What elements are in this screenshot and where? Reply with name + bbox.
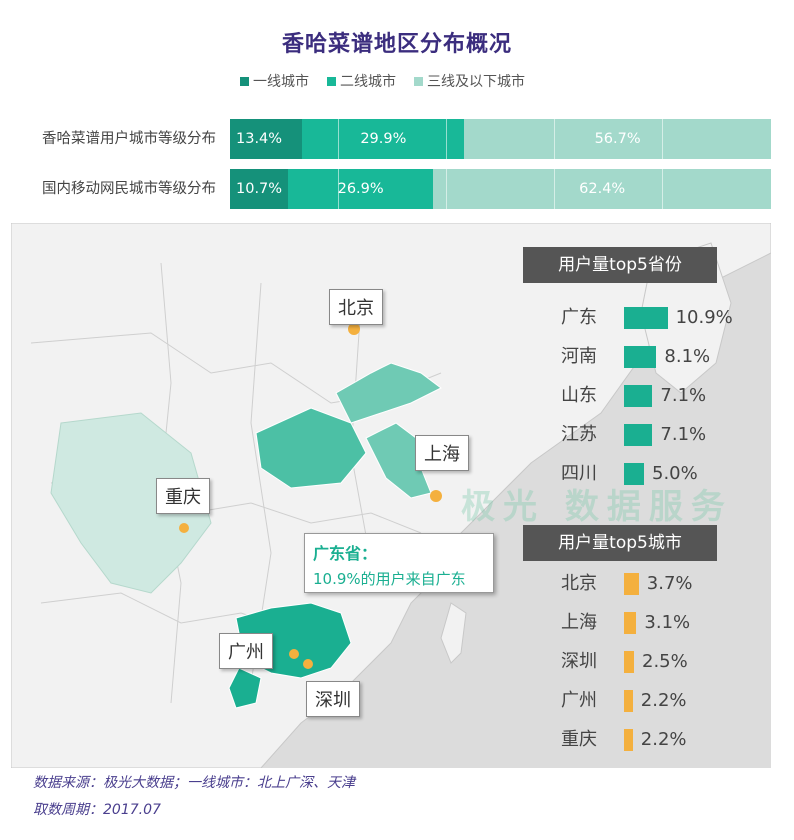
legend-item-tier2: 二线城市	[327, 71, 396, 91]
city-name: 广州	[561, 690, 597, 711]
province-bar	[624, 424, 653, 446]
bar-track: 13.4% 29.9% 56.7%	[230, 119, 771, 159]
province-value: 7.1%	[660, 385, 707, 406]
bar-segment-tier1: 10.7%	[230, 169, 288, 209]
province-henan	[255, 407, 367, 489]
province-value: 8.1%	[664, 346, 711, 367]
province-bar	[624, 463, 644, 485]
province-guangdong-peninsula	[228, 667, 262, 709]
city-value: 3.1%	[644, 612, 691, 633]
province-value: 5.0%	[652, 463, 698, 484]
bar-segment-tier3: 62.4%	[433, 169, 771, 209]
city-label-shenzhen: 深圳	[306, 681, 360, 717]
city-row: 深圳 2.5%	[561, 647, 761, 677]
city-value: 2.5%	[642, 651, 688, 672]
legend-label-tier3: 三线及以下城市	[427, 74, 525, 90]
province-row: 广东 10.9%	[561, 303, 761, 333]
city-dot-shanghai	[430, 490, 442, 502]
legend-swatch-tier3	[414, 76, 423, 86]
province-row: 四川 5.0%	[561, 459, 761, 489]
city-label-chongqing: 重庆	[156, 478, 210, 514]
legend: 一线城市 二线城市 三线及以下城市	[240, 71, 525, 91]
province-name: 江苏	[561, 424, 597, 445]
bar-row-national: 国内移动网民城市等级分布 10.7% 26.9% 62.4%	[0, 169, 794, 209]
province-name: 四川	[561, 463, 597, 484]
bar-segment-tier2: 26.9%	[287, 169, 434, 209]
city-row: 重庆 2.2%	[561, 725, 761, 755]
province-name: 广东	[561, 307, 597, 328]
city-label-shanghai: 上海	[415, 435, 469, 471]
city-dot-guangzhou	[289, 649, 299, 659]
city-label-beijing: 北京	[329, 289, 383, 325]
bar-segment-tier3: 56.7%	[464, 119, 771, 159]
footer-period: 取数周期：2017.07	[33, 802, 161, 818]
city-bar	[624, 651, 634, 673]
bar-segment-tier2: 29.9%	[302, 119, 465, 159]
province-row: 山东 7.1%	[561, 381, 761, 411]
city-value: 2.2%	[640, 690, 687, 711]
guangdong-callout: 广东省： 10.9%的用户来自广东	[304, 533, 494, 593]
city-label-guangzhou: 广州	[219, 633, 273, 669]
city-bar	[624, 573, 639, 595]
city-dot-beijing	[348, 323, 360, 335]
china-map: 极光 数据服务 北京 上海 重庆 广州 深圳 广东省： 10.9%的用户来自广东…	[11, 223, 771, 768]
province-name: 山东	[561, 385, 597, 406]
city-dot-chongqing	[179, 523, 189, 533]
province-sichuan	[50, 412, 212, 594]
watermark-logo: 极光 数据服务	[461, 487, 733, 527]
province-bar	[624, 385, 653, 407]
top5-province-header: 用户量top5省份	[523, 247, 717, 283]
city-bar	[624, 729, 633, 751]
chart-title: 香哈菜谱地区分布概况	[281, 32, 512, 57]
legend-label-tier2: 二线城市	[340, 74, 396, 90]
province-bar	[624, 307, 668, 329]
city-row: 北京 3.7%	[561, 569, 761, 599]
city-name: 深圳	[561, 651, 597, 672]
legend-item-tier1: 一线城市	[240, 71, 309, 91]
legend-label-tier1: 一线城市	[253, 74, 309, 90]
city-bar	[624, 612, 637, 634]
city-value: 3.7%	[646, 573, 693, 594]
footer-source: 数据来源：极光大数据；一线城市：北上广深、天津	[33, 775, 355, 791]
province-jiangsu	[365, 422, 432, 499]
province-value: 7.1%	[660, 424, 707, 445]
top5-city-header: 用户量top5城市	[523, 525, 717, 561]
province-row: 江苏 7.1%	[561, 420, 761, 450]
city-row: 上海 3.1%	[561, 608, 761, 638]
province-value: 10.9%	[675, 307, 733, 328]
bar-row-xiangha: 香哈菜谱用户城市等级分布 13.4% 29.9% 56.7%	[0, 119, 794, 159]
city-name: 重庆	[561, 729, 597, 750]
province-shandong	[335, 362, 442, 424]
callout-text: 10.9%的用户来自广东	[313, 570, 466, 588]
province-name: 河南	[561, 346, 597, 367]
city-value: 2.2%	[640, 729, 687, 750]
city-bar	[624, 690, 633, 712]
bar-row-label: 香哈菜谱用户城市等级分布	[42, 131, 216, 147]
province-bar	[624, 346, 657, 368]
city-row: 广州 2.2%	[561, 686, 761, 716]
city-name: 上海	[561, 612, 597, 633]
bar-segment-tier1: 13.4%	[230, 119, 303, 159]
province-row: 河南 8.1%	[561, 342, 761, 372]
bar-row-label: 国内移动网民城市等级分布	[42, 181, 216, 197]
bar-track: 10.7% 26.9% 62.4%	[230, 169, 771, 209]
taiwan-land	[440, 602, 467, 664]
legend-swatch-tier2	[327, 76, 336, 86]
legend-swatch-tier1	[240, 76, 249, 86]
callout-title: 广东省：	[313, 544, 378, 563]
city-dot-shenzhen	[303, 659, 313, 669]
city-name: 北京	[561, 573, 597, 594]
legend-item-tier3: 三线及以下城市	[414, 71, 525, 91]
